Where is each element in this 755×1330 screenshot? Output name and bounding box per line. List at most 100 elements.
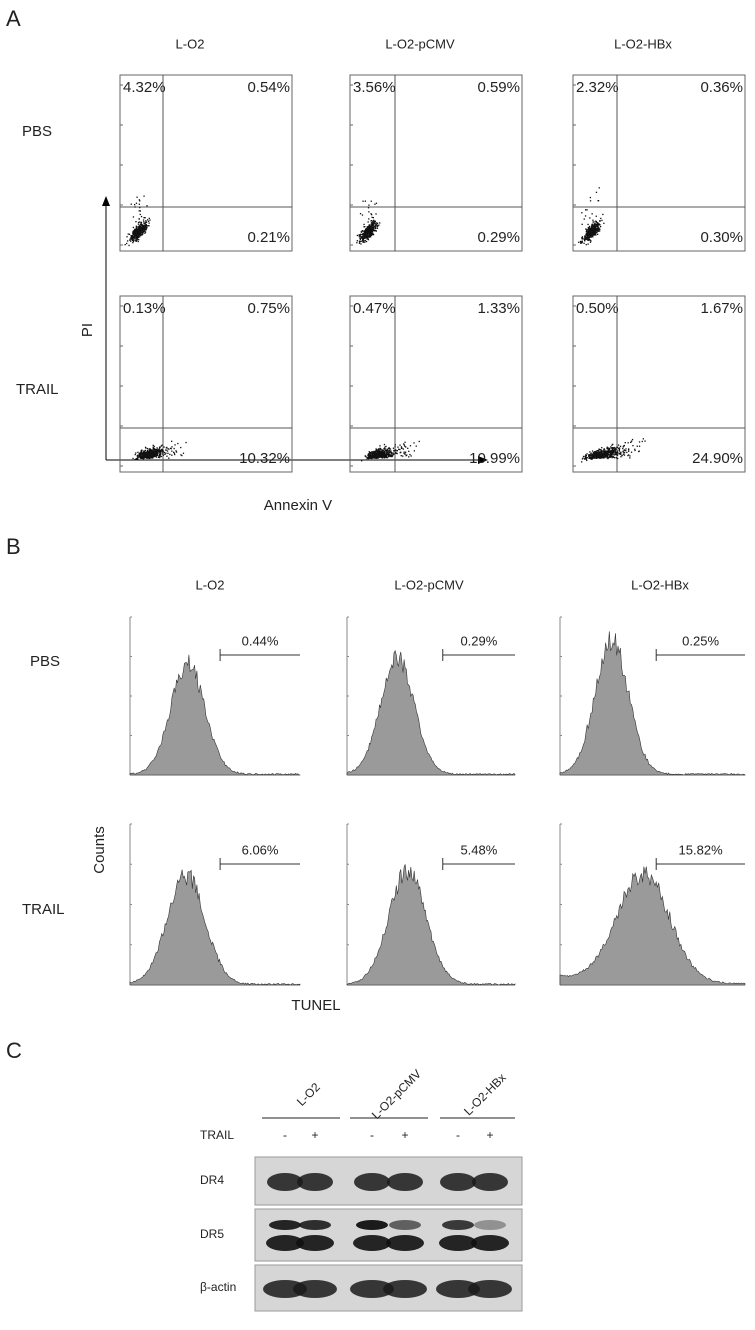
dot: [157, 449, 159, 451]
dot: [595, 232, 597, 234]
dot: [132, 242, 134, 244]
dot: [619, 453, 622, 455]
dot: [382, 454, 384, 457]
dot: [585, 454, 587, 456]
dot: [137, 231, 139, 233]
dot: [612, 449, 614, 451]
dot: [592, 233, 595, 236]
dot: [387, 454, 389, 457]
dot: [384, 452, 386, 454]
dot: [376, 223, 378, 226]
dot: [382, 452, 384, 454]
dot: [156, 447, 158, 449]
plot-frame: [119, 74, 293, 252]
dot: [133, 234, 136, 236]
dot: [160, 453, 162, 455]
dot: [132, 240, 134, 243]
dot: [149, 450, 151, 452]
dot: [632, 445, 634, 447]
dot: [614, 449, 616, 452]
dot: [585, 454, 587, 457]
dot: [364, 241, 366, 243]
dot: [583, 218, 585, 220]
dot: [595, 220, 597, 222]
dot: [379, 222, 381, 224]
dot: [601, 455, 604, 457]
dot: [609, 451, 611, 453]
dot: [155, 449, 157, 452]
treatment-state: -: [456, 1128, 460, 1142]
dot: [602, 454, 604, 457]
dot: [588, 227, 591, 229]
dot: [395, 449, 397, 451]
dot: [585, 233, 587, 235]
dot: [136, 457, 139, 459]
dot: [587, 232, 590, 234]
dot: [371, 456, 373, 458]
dot: [136, 196, 138, 198]
dot: [359, 236, 361, 238]
dot: [160, 455, 163, 458]
dot: [367, 207, 370, 209]
dot: [129, 238, 131, 240]
dot: [144, 228, 146, 230]
dot: [152, 449, 154, 451]
dot: [137, 228, 139, 230]
dot: [581, 458, 584, 460]
dot: [607, 447, 609, 449]
dot: [134, 204, 136, 206]
dot: [583, 242, 585, 244]
dot: [140, 451, 142, 453]
dot: [137, 456, 139, 459]
dot: [145, 227, 147, 230]
dot: [363, 226, 365, 228]
dot: [368, 224, 370, 226]
dot: [588, 455, 590, 457]
dot: [587, 236, 589, 238]
dot: [128, 233, 131, 235]
dot: [606, 455, 608, 457]
dot: [130, 240, 132, 242]
dot: [611, 449, 613, 451]
dot: [592, 232, 594, 235]
dot: [365, 232, 367, 234]
dot: [581, 240, 583, 242]
dot: [590, 231, 593, 233]
dot: [143, 229, 145, 231]
dot: [139, 230, 142, 232]
dot: [159, 456, 161, 459]
dot: [150, 455, 152, 457]
dot: [370, 213, 372, 215]
dot: [148, 451, 150, 453]
dot: [376, 449, 378, 451]
dot: [135, 237, 137, 239]
dot: [371, 231, 374, 233]
dot: [589, 453, 592, 455]
dot: [619, 452, 621, 455]
dot: [371, 226, 373, 228]
dot: [379, 445, 381, 447]
dot: [590, 240, 592, 242]
dot: [603, 456, 605, 458]
dot: [364, 233, 366, 235]
dot: [612, 450, 614, 452]
dot: [146, 452, 148, 454]
quadrant-value: 0.29%: [477, 229, 520, 246]
dot: [356, 242, 358, 244]
dot: [612, 448, 614, 450]
dot: [368, 234, 370, 236]
dot: [612, 443, 614, 445]
dot: [413, 450, 415, 452]
dot: [378, 456, 381, 458]
dot: [399, 444, 401, 446]
arrow-head: [102, 196, 110, 206]
band: [471, 1235, 509, 1251]
dot: [602, 457, 605, 459]
dot: [130, 235, 132, 237]
dot: [607, 449, 610, 451]
dot: [588, 233, 590, 235]
dot: [594, 451, 596, 453]
dot: [595, 224, 597, 226]
dot: [596, 456, 598, 458]
dot: [598, 229, 600, 231]
